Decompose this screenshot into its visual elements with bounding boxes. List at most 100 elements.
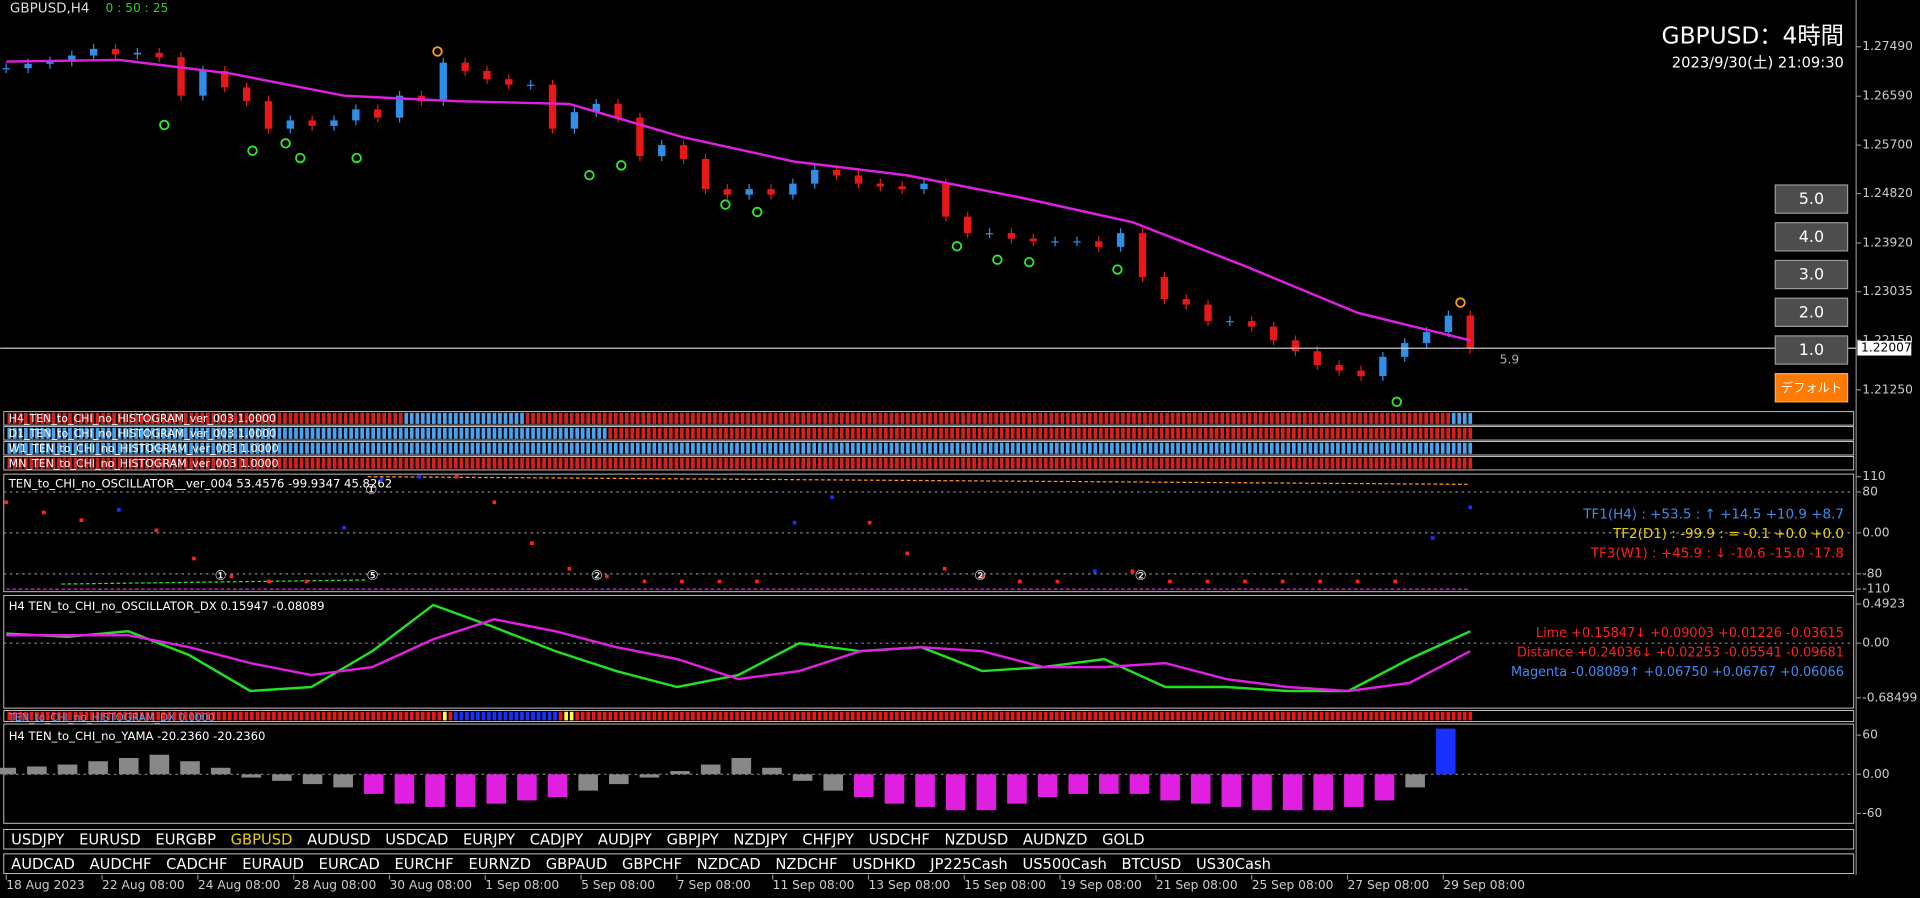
scale-button[interactable] xyxy=(1774,222,1849,252)
scale-button[interactable] xyxy=(1774,259,1849,290)
dx-cell xyxy=(955,711,960,721)
osc-marker: ② xyxy=(591,568,603,584)
symbol-tab[interactable]: NZDJPY xyxy=(733,831,787,848)
histogram-cell xyxy=(139,412,144,424)
candle xyxy=(1313,351,1321,366)
symbol-tab[interactable]: EURAUD xyxy=(242,856,304,873)
symbol-tab[interactable]: USDCAD xyxy=(385,831,448,848)
histogram-cell xyxy=(503,457,508,469)
osc-dot xyxy=(792,520,797,525)
dx-cell xyxy=(404,711,409,721)
dx-cell xyxy=(685,711,690,721)
scale-button-label[interactable]: 3.0 xyxy=(1799,265,1824,284)
histogram-cell xyxy=(795,442,800,454)
dx-cell xyxy=(762,711,767,721)
histogram-cell xyxy=(669,427,673,439)
osc-dot xyxy=(229,574,234,579)
scale-button-label[interactable]: 4.0 xyxy=(1799,227,1824,246)
symbol-tab[interactable]: BTCUSD xyxy=(1121,856,1181,873)
scale-button[interactable] xyxy=(1774,335,1849,365)
symbol-tab[interactable]: EURUSD xyxy=(79,831,141,848)
osc-dot xyxy=(417,474,422,479)
symbol-tab[interactable]: AUDCHF xyxy=(90,856,152,873)
symbol-tab[interactable]: USDHKD xyxy=(852,856,915,873)
histogram-cell xyxy=(134,427,138,439)
histogram-cell xyxy=(702,412,706,424)
x-tick-label: 7 Sep 08:00 xyxy=(677,878,751,892)
symbol-tab[interactable]: GBPAUD xyxy=(546,856,607,873)
scale-button[interactable] xyxy=(1774,297,1849,327)
histogram-cell xyxy=(299,427,304,439)
symbol-tab[interactable]: CADJPY xyxy=(530,831,583,848)
x-tick-label: 28 Aug 08:00 xyxy=(294,878,377,892)
symbol-tab[interactable]: USDCHF xyxy=(869,831,930,848)
histogram-cell xyxy=(1435,412,1440,424)
histogram-cell xyxy=(139,442,144,454)
histogram-cell xyxy=(1010,427,1015,439)
symbol-tab[interactable]: GBPCHF xyxy=(622,856,682,873)
candle xyxy=(374,109,382,118)
dx-cell xyxy=(365,711,370,721)
osc-dot xyxy=(41,510,46,515)
symbol-tab[interactable]: AUDCAD xyxy=(11,856,75,873)
symbol-tab[interactable]: JP225Cash xyxy=(929,856,1007,873)
yama-bar xyxy=(363,774,384,794)
osc-dot xyxy=(1430,536,1435,540)
histogram-cell xyxy=(1462,457,1467,469)
dx-cell xyxy=(360,711,364,721)
histogram-cell xyxy=(1424,412,1428,424)
symbol-tab[interactable]: NZDUSD xyxy=(944,831,1008,848)
histogram-cell xyxy=(1192,457,1197,469)
histogram-cell xyxy=(1352,457,1357,469)
symbol-tab[interactable]: EURCHF xyxy=(395,856,454,873)
histogram-cell xyxy=(1264,412,1269,424)
symbol-tab[interactable]: EURCAD xyxy=(319,856,380,873)
dx-cell xyxy=(57,711,61,721)
symbol-tab[interactable]: US30Cash xyxy=(1196,856,1271,873)
symbol-tab[interactable]: EURNZD xyxy=(468,856,531,873)
symbol-tab[interactable]: AUDNZD xyxy=(1023,831,1087,848)
histogram-cell xyxy=(327,442,331,454)
histogram-cell xyxy=(1303,412,1307,424)
histogram-cell xyxy=(1010,457,1015,469)
histogram-cell xyxy=(1396,457,1401,469)
histogram-cell xyxy=(1314,412,1318,424)
dx-cell xyxy=(1369,711,1373,721)
symbol-tab[interactable]: EURGBP xyxy=(155,831,216,848)
scale-button-label[interactable]: 2.0 xyxy=(1799,302,1824,321)
dx-cell xyxy=(1429,711,1434,721)
histogram-cell xyxy=(398,412,403,424)
scale-button[interactable] xyxy=(1774,184,1849,214)
yama-bar xyxy=(578,774,598,791)
histogram-cell xyxy=(768,442,772,454)
symbol-tab[interactable]: GBPJPY xyxy=(667,831,719,848)
histogram-cell xyxy=(597,457,602,469)
symbol-tab[interactable]: GBPUSD xyxy=(231,831,293,848)
scale-button-label[interactable]: デフォルト xyxy=(1781,380,1842,395)
histogram-cell xyxy=(873,442,877,454)
scale-button[interactable] xyxy=(1774,373,1849,403)
symbol-tab[interactable]: GOLD xyxy=(1102,831,1144,848)
histogram-cell xyxy=(492,412,497,424)
dx-cell xyxy=(409,711,414,721)
histogram-cell xyxy=(1225,412,1230,424)
symbol-tab[interactable]: CADCHF xyxy=(166,856,227,873)
symbol-tab[interactable]: AUDUSD xyxy=(307,831,371,848)
histogram-cell xyxy=(845,412,850,424)
symbol-tab[interactable]: CHFJPY xyxy=(802,831,854,848)
histogram-cell xyxy=(117,412,122,424)
dx-cell xyxy=(702,711,706,721)
symbol-tab[interactable]: USDJPY xyxy=(11,831,64,848)
histogram-cell xyxy=(608,412,613,424)
symbol-tab[interactable]: NZDCHF xyxy=(775,856,837,873)
scale-button-label[interactable]: 5.0 xyxy=(1799,189,1824,208)
scale-button-label[interactable]: 1.0 xyxy=(1799,340,1824,359)
dx-cell xyxy=(779,711,783,721)
symbol-tab[interactable]: AUDJPY xyxy=(598,831,652,848)
symbol-tab[interactable]: NZDCAD xyxy=(697,856,761,873)
histogram-cell xyxy=(977,442,982,454)
candle xyxy=(1138,233,1147,278)
symbol-tab[interactable]: EURJPY xyxy=(463,831,515,848)
candle xyxy=(832,169,841,176)
symbol-tab[interactable]: US500Cash xyxy=(1022,856,1106,873)
